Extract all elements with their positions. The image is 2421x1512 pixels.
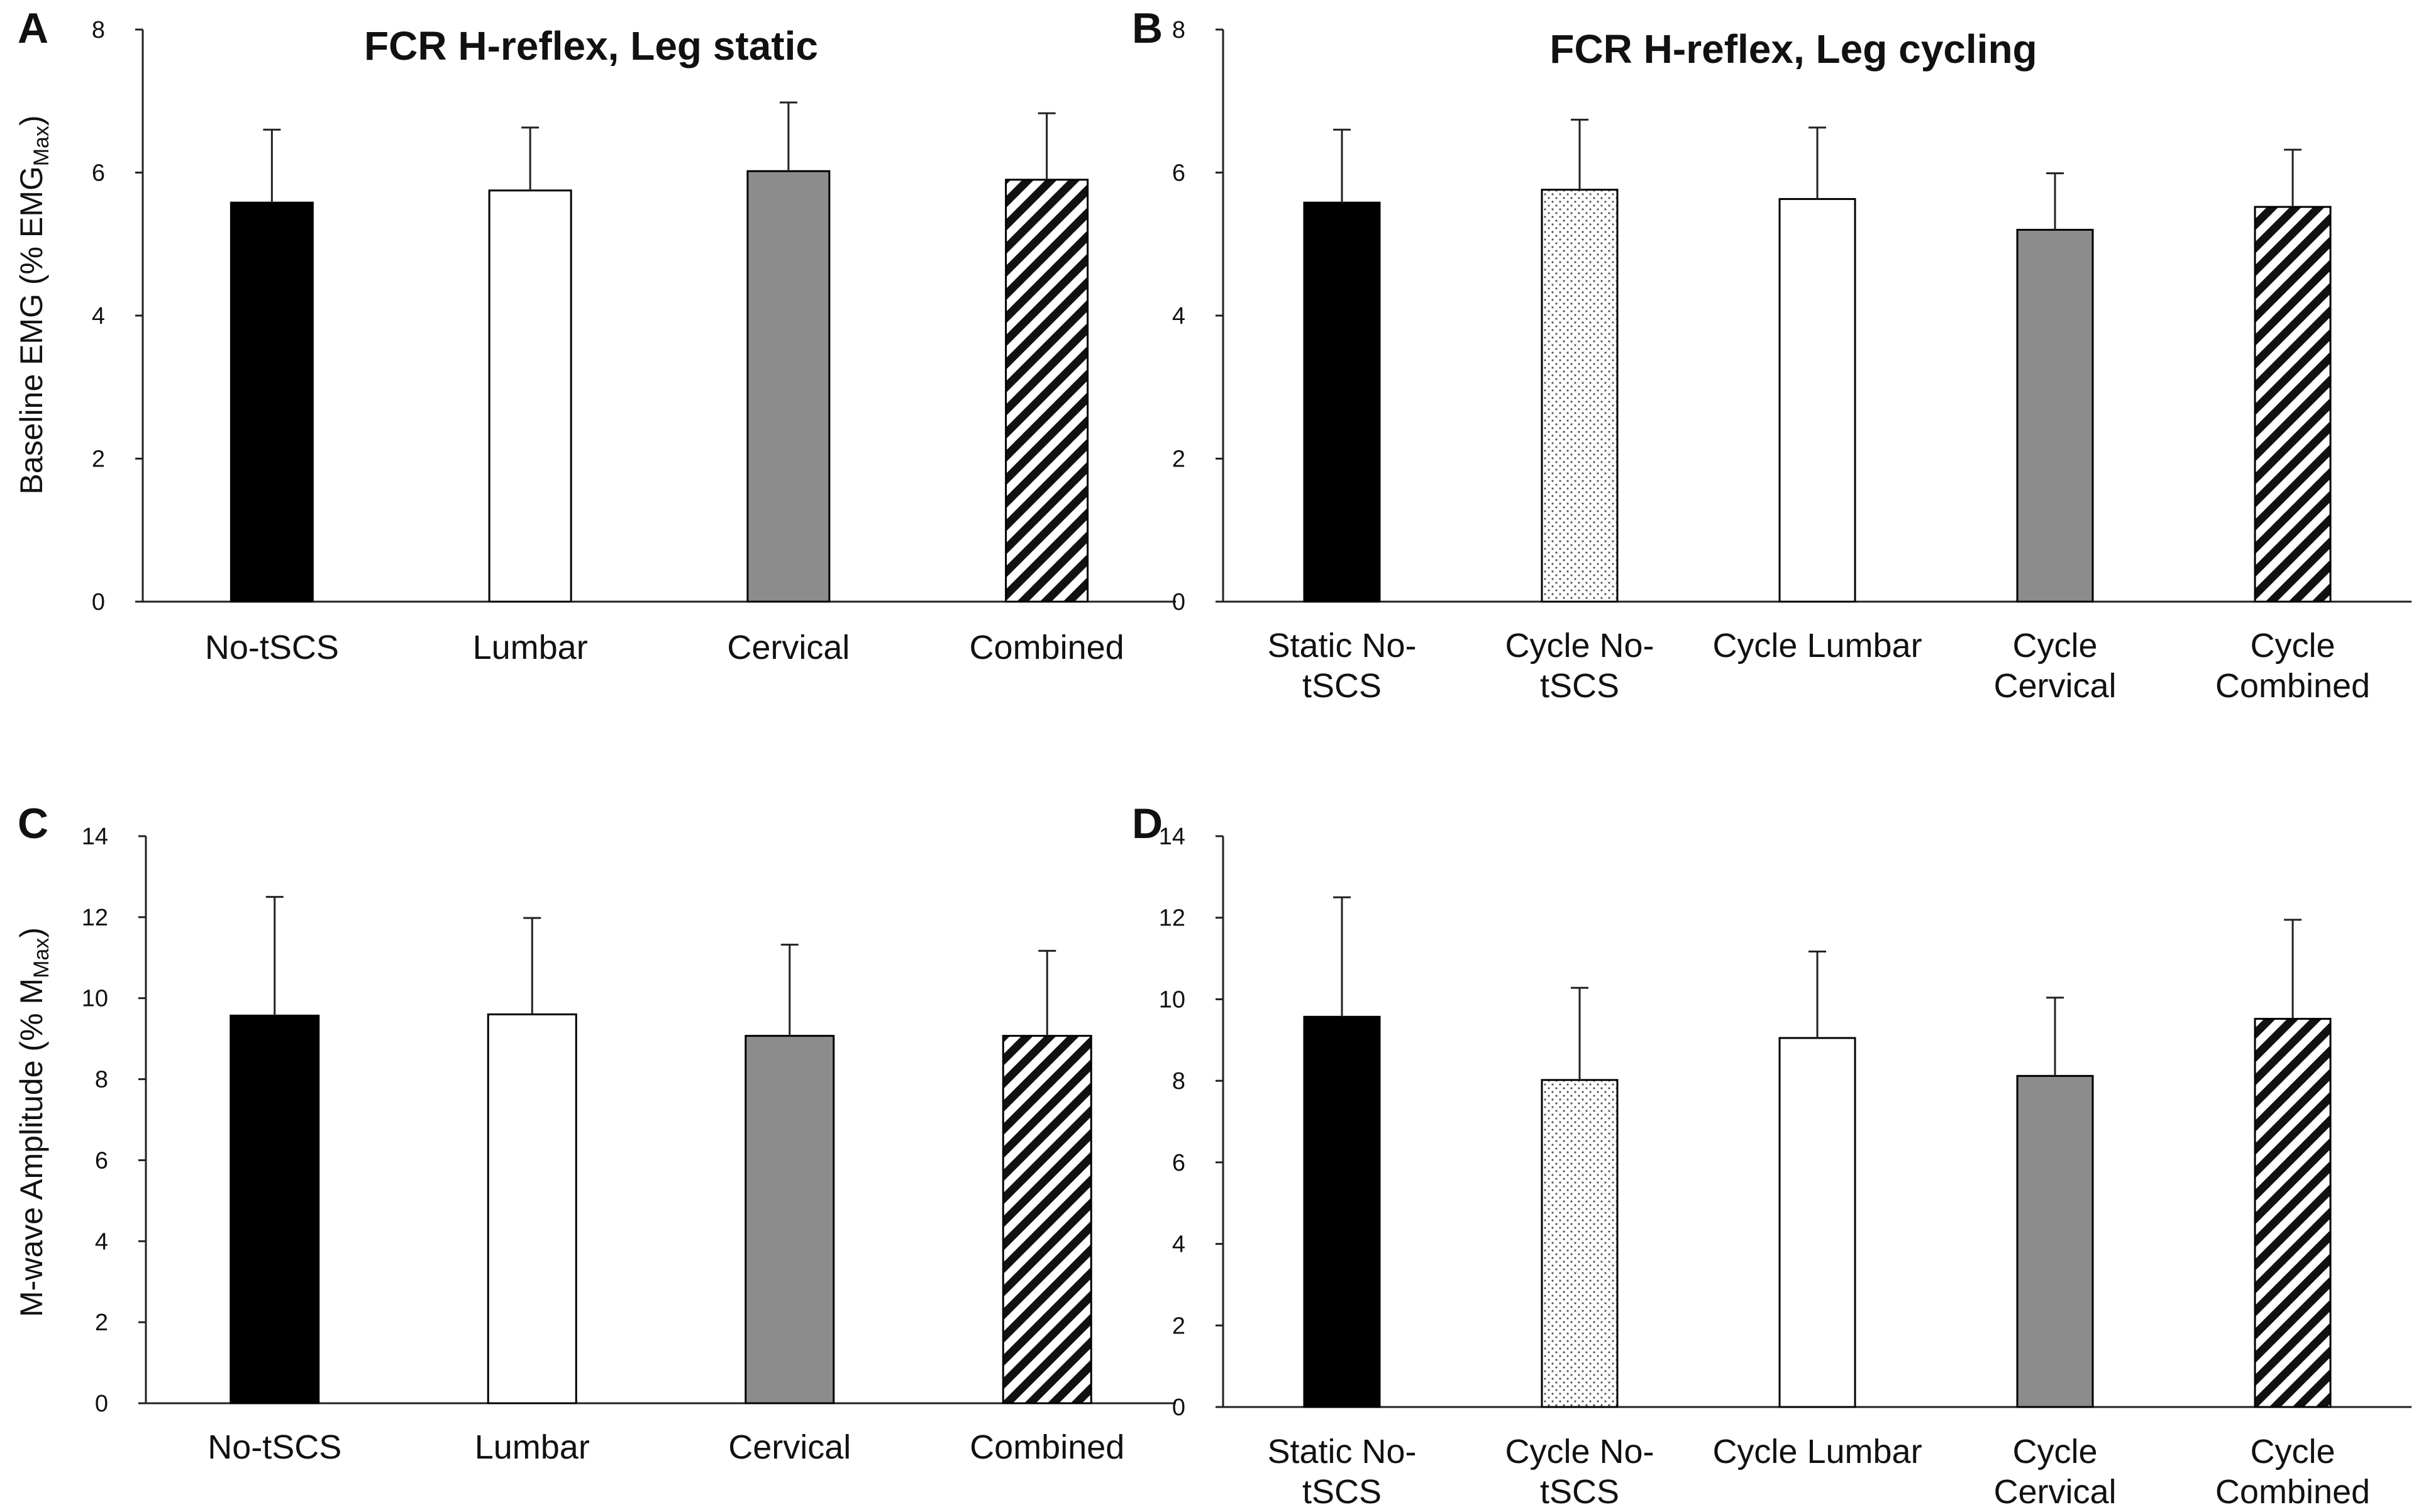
category-label: No-tSCS (205, 629, 339, 666)
y-tick-label: 12 (82, 905, 108, 931)
bar (2016, 1074, 2094, 1408)
y-tick-label: 2 (95, 1310, 108, 1336)
chart-title-a: FCR H-reflex, Leg static (364, 23, 818, 69)
bar (1778, 1037, 1856, 1408)
category-label: Cycle No-tSCS (1505, 627, 1654, 705)
y-tick-label: 8 (1172, 1068, 1185, 1095)
bar (745, 1035, 835, 1404)
y-tick-label: 6 (1172, 1150, 1185, 1176)
y-tick-label: 0 (95, 1391, 108, 1417)
bar (230, 1014, 320, 1404)
bar (1778, 198, 1856, 603)
y-axis-title: Baseline EMG (% EMGMax) (14, 115, 53, 494)
panel-letter-a: A (18, 4, 48, 52)
panel-letter-b: B (1132, 4, 1163, 52)
category-label: Lumbar (473, 629, 588, 666)
panel-c: C 0 2 4 6 8 10 12 14 M-wave Amplitude (% MMax) No-… (14, 800, 1176, 1466)
y-axis-title: M-wave Amplitude (% MMax) (14, 927, 53, 1317)
panel-d: D 0 2 4 6 8 10 12 14 Static No-tSCS Cycle No-tSCS C… (1132, 800, 2412, 1511)
y-tick-label: 6 (1172, 160, 1185, 187)
bar (1002, 1035, 1092, 1404)
category-label: Cycle Combined (2215, 627, 2370, 705)
category-label: Cervical (727, 629, 850, 666)
y-tick-label: 0 (92, 589, 105, 615)
category-label: Cycle No-tSCS (1505, 1433, 1654, 1511)
bar (230, 201, 314, 603)
bar (2254, 1018, 2332, 1408)
y-tick-label: 14 (82, 824, 108, 850)
y-tick-label: 0 (1172, 1394, 1185, 1421)
bar (1303, 1015, 1381, 1408)
category-label: Cycle Cervical (1993, 627, 2116, 705)
y-tick-label: 12 (1159, 905, 1185, 932)
bar (1541, 1079, 1619, 1408)
y-tick-label: 2 (92, 446, 105, 473)
bar (1303, 201, 1381, 603)
category-label: Cycle Cervical (1993, 1433, 2116, 1511)
y-tick-label: 6 (92, 160, 105, 187)
y-tick-label: 6 (95, 1147, 108, 1174)
category-label: Lumbar (475, 1428, 590, 1466)
y-tick-label: 4 (95, 1228, 108, 1255)
y-tick-label: 0 (1172, 589, 1185, 615)
y-tick-label: 8 (95, 1067, 108, 1093)
bar (2254, 206, 2332, 603)
category-label: Static No-tSCS (1267, 1433, 1416, 1511)
category-label: Static No-tSCS (1267, 627, 1416, 705)
y-tick-label: 14 (1159, 824, 1185, 850)
bar (487, 1013, 577, 1404)
category-label: Combined (970, 629, 1124, 666)
y-tick-label: 2 (1172, 1313, 1185, 1339)
panel-letter-d: D (1132, 800, 1163, 847)
category-label: Cervical (728, 1428, 851, 1466)
y-tick-label: 4 (1172, 303, 1185, 329)
y-tick-label: 8 (1172, 17, 1185, 43)
category-label: No-tSCS (208, 1428, 341, 1466)
category-label: Combined (970, 1428, 1124, 1466)
bar (746, 170, 831, 603)
category-label: Cycle Lumbar (1712, 627, 1922, 665)
y-tick-label: 10 (1159, 986, 1185, 1013)
panel-a: A FCR H-reflex, Leg static 0 2 4 6 8 Baseline E… (14, 4, 1176, 666)
bar (2016, 229, 2094, 603)
y-tick-label: 4 (92, 303, 105, 329)
panel-b: B FCR H-reflex, Leg cycling 0 2 4 6 8 Static No… (1132, 4, 2412, 705)
y-tick-label: 10 (82, 986, 108, 1012)
bar (488, 189, 572, 603)
category-label: Cycle Combined (2215, 1433, 2370, 1511)
y-tick-label: 2 (1172, 446, 1185, 473)
chart-title-b: FCR H-reflex, Leg cycling (1549, 26, 2037, 72)
bar (1005, 179, 1089, 603)
y-tick-label: 8 (92, 17, 105, 43)
category-label: Cycle Lumbar (1712, 1433, 1922, 1471)
panel-letter-c: C (18, 800, 48, 847)
y-tick-label: 4 (1172, 1232, 1185, 1258)
bar (1541, 189, 1619, 603)
